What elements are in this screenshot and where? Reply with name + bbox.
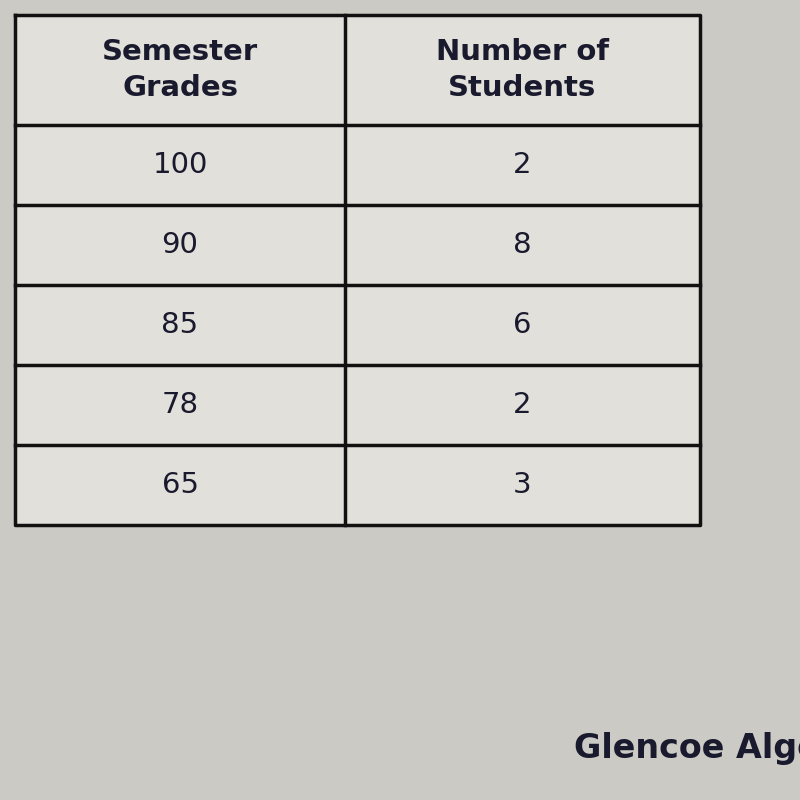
Text: 2: 2 bbox=[514, 151, 532, 179]
Text: Glencoe Alge: Glencoe Alge bbox=[574, 732, 800, 765]
Text: 8: 8 bbox=[513, 231, 532, 259]
Text: Number of
Students: Number of Students bbox=[436, 38, 609, 102]
Text: 90: 90 bbox=[162, 231, 198, 259]
Text: 2: 2 bbox=[514, 391, 532, 419]
Text: 85: 85 bbox=[162, 311, 198, 339]
Text: 3: 3 bbox=[513, 471, 532, 499]
Text: 6: 6 bbox=[514, 311, 532, 339]
Text: 100: 100 bbox=[152, 151, 208, 179]
Text: 65: 65 bbox=[162, 471, 198, 499]
Text: 78: 78 bbox=[162, 391, 198, 419]
Text: Semester
Grades: Semester Grades bbox=[102, 38, 258, 102]
Bar bbox=[15, 15, 700, 525]
